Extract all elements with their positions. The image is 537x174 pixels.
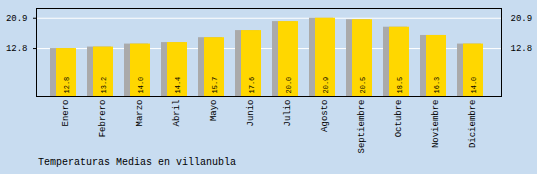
svg-text:Agosto: Agosto xyxy=(320,100,330,132)
svg-text:Octubre: Octubre xyxy=(394,100,404,138)
svg-text:Septiembre: Septiembre xyxy=(357,100,367,154)
svg-text:20.9: 20.9 xyxy=(6,14,28,24)
svg-text:Julio: Julio xyxy=(283,100,293,127)
html-text:Temperaturas Medias en villanu: Temperaturas Medias en villanubla xyxy=(38,157,236,168)
svg-text:14.0: 14.0 xyxy=(470,77,478,94)
svg-text:Junio: Junio xyxy=(246,100,256,127)
svg-text:12.8: 12.8 xyxy=(511,44,533,54)
svg-text:14.4: 14.4 xyxy=(174,77,182,94)
svg-text:18.5: 18.5 xyxy=(396,77,404,94)
svg-text:12.8: 12.8 xyxy=(6,44,28,54)
svg-text:Diciembre: Diciembre xyxy=(468,100,478,149)
svg-text:20.0: 20.0 xyxy=(285,77,293,94)
svg-text:17.6: 17.6 xyxy=(248,77,256,94)
svg-text:14.0: 14.0 xyxy=(137,77,145,94)
svg-text:20.9: 20.9 xyxy=(511,14,533,24)
svg-text:15.7: 15.7 xyxy=(211,77,219,94)
svg-text:Febrero: Febrero xyxy=(98,100,108,138)
svg-text:20.5: 20.5 xyxy=(359,77,367,94)
svg-text:Abril: Abril xyxy=(172,100,182,127)
svg-text:13.2: 13.2 xyxy=(100,77,108,94)
svg-text:12.8: 12.8 xyxy=(63,77,71,94)
svg-text:Marzo: Marzo xyxy=(135,100,145,127)
svg-text:20.9: 20.9 xyxy=(322,77,330,94)
svg-text:Mayo: Mayo xyxy=(209,100,219,122)
svg-text:Enero: Enero xyxy=(61,100,71,127)
svg-text:Noviembre: Noviembre xyxy=(431,100,441,149)
svg-text:16.3: 16.3 xyxy=(433,77,441,94)
